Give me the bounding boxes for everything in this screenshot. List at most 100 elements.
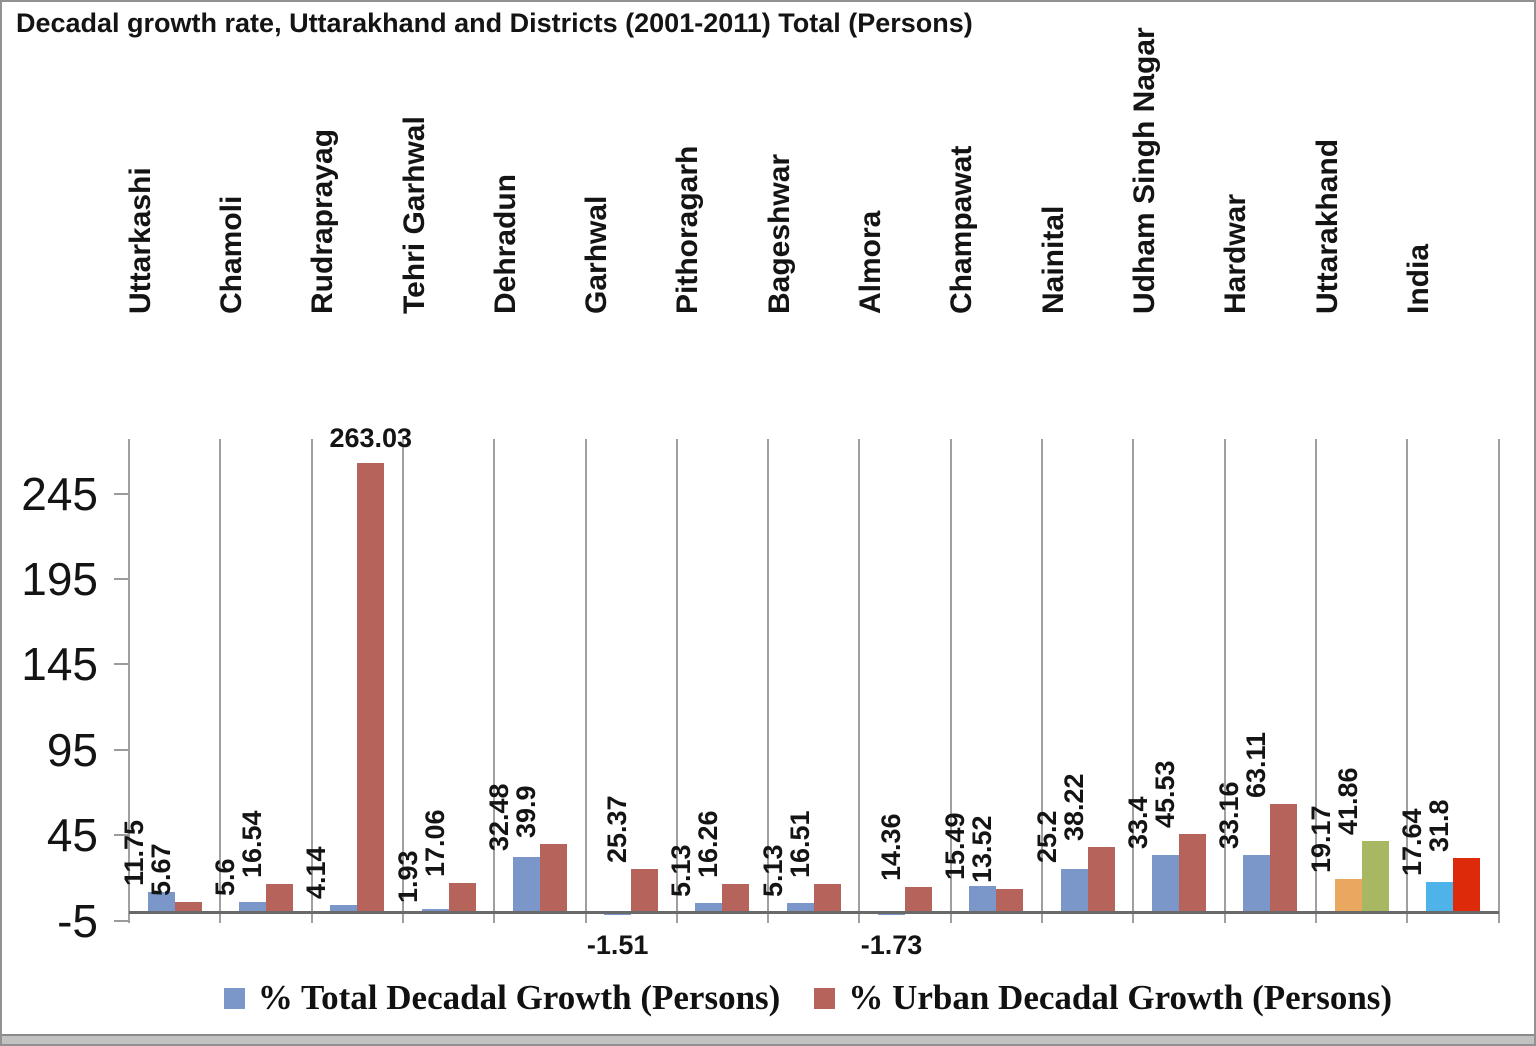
- bar-total: [695, 903, 723, 912]
- bar-total: [421, 908, 449, 912]
- bar-value-label: 5.67: [145, 843, 176, 897]
- category-separator-line: [1314, 439, 1317, 923]
- legend-label: % Urban Decadal Growth (Persons): [848, 978, 1393, 1017]
- bar-value-label: 41.86: [1332, 766, 1363, 835]
- bar-total: [330, 904, 358, 912]
- y-axis-tick-label: 45: [46, 809, 98, 862]
- bar-value-label: 5.6: [209, 858, 240, 897]
- legend-swatch-icon: [814, 987, 836, 1009]
- bar-urban: [1361, 840, 1389, 912]
- y-axis-tick: [114, 492, 129, 495]
- category-separator-line: [767, 439, 770, 923]
- category-label: Hardwar: [1219, 193, 1253, 314]
- bar-total: [786, 903, 814, 912]
- bar-value-label: 1.93: [392, 850, 423, 903]
- bar-value-label: -1.73: [860, 930, 923, 960]
- category-label: Almora: [854, 210, 888, 314]
- bar-value-label: 4.14: [301, 846, 332, 899]
- y-axis-tick-label: 95: [46, 723, 98, 776]
- window-bottom-border: [2, 1034, 1534, 1044]
- category-separator-line: [949, 439, 952, 923]
- y-axis-tick-label: 245: [21, 467, 98, 520]
- category-separator-line: [1497, 439, 1500, 923]
- y-axis-tick-label: 195: [21, 553, 98, 606]
- bar-value-label: 33.4: [1122, 796, 1153, 849]
- bar-urban: [996, 888, 1024, 912]
- category-label: Chamoli: [214, 195, 248, 314]
- y-axis-tick: [114, 578, 129, 581]
- category-label: Rudraprayag: [306, 128, 340, 314]
- legend-label: % Total Decadal Growth (Persons): [257, 978, 781, 1017]
- bar-urban: [813, 883, 841, 912]
- legend-item: % Total Decadal Growth (Persons): [223, 978, 781, 1018]
- x-axis-baseline: [129, 910, 1499, 914]
- bar-value-label: 25.37: [602, 795, 633, 863]
- bar-value-label: 16.26: [693, 810, 724, 879]
- bar-value-label: 13.52: [967, 815, 998, 883]
- category-label: Udham Singh Nagar: [1127, 27, 1161, 314]
- y-axis-line: [128, 439, 130, 923]
- y-axis-tick-label: -5: [57, 894, 98, 947]
- bar-value-label: 5.13: [757, 844, 788, 898]
- bar-urban: [1270, 804, 1298, 912]
- bar-value-label: 15.49: [940, 811, 971, 880]
- category-separator-line: [219, 439, 222, 923]
- bar-urban: [722, 884, 750, 912]
- chart-title: Decadal growth rate, Uttarakhand and Dis…: [16, 8, 973, 38]
- bar-value-label: 16.51: [784, 810, 815, 878]
- category-label: Tehri Garhwal: [397, 116, 431, 314]
- bar-urban: [1087, 846, 1115, 912]
- bar-value-label: 16.54: [236, 810, 267, 878]
- bar-total: [1060, 868, 1088, 912]
- bar-urban: [1178, 834, 1206, 912]
- bar-total: [1243, 855, 1271, 912]
- y-axis-tick: [114, 663, 129, 666]
- category-label: Garhwal: [580, 195, 614, 314]
- category-label: India: [1401, 243, 1435, 314]
- y-axis-tick: [114, 919, 129, 922]
- bar-urban: [448, 882, 476, 912]
- category-separator-line: [310, 439, 313, 923]
- category-label: Uttarakhand: [1310, 138, 1344, 314]
- category-separator-line: [493, 439, 496, 923]
- category-separator-line: [584, 439, 587, 923]
- bar-total: [1425, 881, 1453, 912]
- category-label: Bageshwar: [762, 153, 796, 314]
- legend-swatch-icon: [223, 987, 245, 1009]
- category-label: Pithoragarh: [671, 145, 705, 314]
- bar-value-label: 25.2: [1031, 810, 1062, 863]
- bar-value-label: -1.51: [586, 930, 649, 960]
- bar-urban: [265, 883, 293, 912]
- bar-value-label: 19.17: [1305, 805, 1336, 874]
- bar-value-label: 17.64: [1396, 808, 1427, 876]
- category-label: Nainital: [1036, 205, 1070, 314]
- y-axis-tick-label: 145: [21, 638, 98, 691]
- bar-value-label: 31.8: [1423, 799, 1454, 852]
- y-axis-tick: [114, 834, 129, 837]
- category-separator-line: [1223, 439, 1226, 923]
- bar-value-label: 263.03: [329, 423, 413, 453]
- category-separator-line: [858, 439, 861, 923]
- bar-urban: [631, 868, 659, 912]
- bar-urban: [174, 902, 202, 912]
- category-label: Dehradun: [488, 173, 522, 314]
- bar-total: [1334, 879, 1362, 912]
- bar-value-label: 17.06: [419, 809, 450, 877]
- bar-value-label: 32.48: [483, 782, 514, 851]
- category-label: Champawat: [945, 145, 979, 314]
- bar-value-label: 63.11: [1241, 732, 1272, 799]
- category-label: Uttarkashi: [123, 167, 157, 314]
- bar-value-label: 45.53: [1149, 760, 1180, 829]
- bar-urban: [1452, 857, 1480, 912]
- legend-item: % Urban Decadal Growth (Persons): [814, 978, 1392, 1018]
- legend: % Total Decadal Growth (Persons) % Urban …: [2, 978, 1534, 1018]
- bar-value-label: 5.13: [666, 844, 697, 898]
- bar-value-label: 39.9: [510, 785, 541, 838]
- bar-total: [238, 902, 266, 912]
- bar-total: [147, 891, 175, 912]
- category-separator-line: [1132, 439, 1135, 923]
- category-separator-line: [401, 439, 404, 923]
- category-separator-line: [1406, 439, 1409, 923]
- bar-value-label: 14.36: [876, 813, 907, 882]
